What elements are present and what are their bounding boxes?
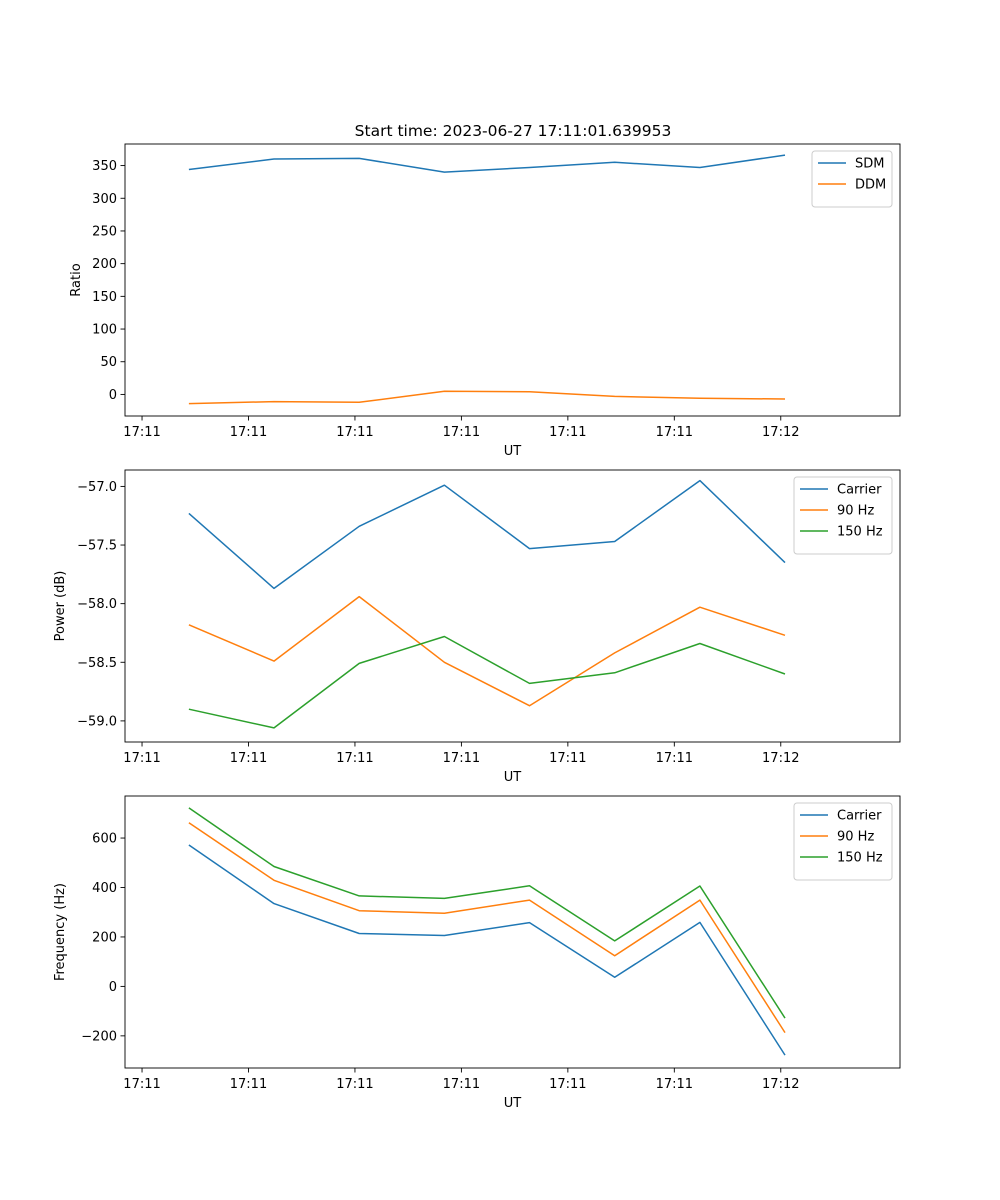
chart-panel-2: 17:11 17:11 17:11 17:11 17:11 17:11 17:12 −59.0…	[53, 469, 901, 785]
y-tick-label: 0	[109, 980, 117, 995]
axes-frame	[124, 143, 901, 417]
series-line-150-hz	[188, 807, 786, 1019]
x-tick-label: 17:11	[656, 751, 693, 766]
y-tick-label: 0	[109, 388, 117, 403]
x-tick-label: 17:11	[123, 751, 160, 766]
series-line-150-hz	[188, 635, 786, 729]
legend-label: Carrier	[837, 809, 882, 824]
legend-label: 150 Hz	[837, 525, 883, 540]
legend: Carrier 90 Hz 150 Hz	[793, 802, 893, 881]
x-tick-label: 17:11	[443, 1077, 480, 1092]
y-axis-label: Ratio	[69, 263, 84, 296]
legend-label: DDM	[855, 178, 886, 193]
y-tick-label: −57.0	[77, 480, 117, 495]
legend-label: 90 Hz	[837, 830, 874, 845]
y-tick-label: 50	[100, 355, 117, 370]
legend: SDM DDM	[811, 150, 893, 208]
series-line-sdm	[188, 154, 786, 173]
chart-panel-1: 17:11 17:11 17:11 17:11 17:11 17:11 17:12 0 50 10…	[69, 143, 901, 459]
x-tick-label: 17:11	[656, 1077, 693, 1092]
y-tick-label: 350	[92, 159, 117, 174]
y-tick-label: 400	[92, 881, 117, 896]
x-tick-label: 17:11	[443, 425, 480, 440]
x-axis-label: UT	[504, 444, 522, 459]
x-tick-label: 17:11	[336, 425, 373, 440]
x-tick-label: 17:11	[549, 425, 586, 440]
legend-label: 150 Hz	[837, 851, 883, 866]
series-line-90-hz	[188, 595, 786, 707]
legend: Carrier 90 Hz 150 Hz	[793, 476, 893, 555]
x-tick-label: 17:11	[230, 751, 267, 766]
y-tick-label: −58.5	[77, 656, 117, 671]
x-tick-label: 17:12	[762, 1077, 799, 1092]
y-tick-label: −59.0	[77, 714, 117, 729]
x-tick-label: 17:11	[123, 425, 160, 440]
y-tick-label: 300	[92, 192, 117, 207]
chart-panel-3: 17:11 17:11 17:11 17:11 17:11 17:11 17:12 −200 0…	[53, 795, 901, 1111]
axes-frame	[124, 469, 901, 743]
panels: 17:11 17:11 17:11 17:11 17:11 17:11 17:12 0 50 10…	[53, 143, 901, 1111]
y-tick-label: 100	[92, 323, 117, 338]
x-tick-label: 17:11	[656, 425, 693, 440]
y-tick-label: 200	[92, 257, 117, 272]
y-tick-label: −200	[81, 1029, 117, 1044]
x-tick-label: 17:11	[549, 1077, 586, 1092]
series-line-ddm	[188, 390, 786, 405]
y-tick-label: 200	[92, 930, 117, 945]
x-tick-label: 17:11	[549, 751, 586, 766]
x-tick-label: 17:11	[230, 1077, 267, 1092]
x-tick-label: 17:11	[123, 1077, 160, 1092]
legend-label: Carrier	[837, 483, 882, 498]
x-axis-label: UT	[504, 1096, 522, 1111]
x-tick-label: 17:12	[762, 751, 799, 766]
y-tick-label: 600	[92, 832, 117, 847]
x-tick-label: 17:12	[762, 425, 799, 440]
y-tick-label: −58.0	[77, 597, 117, 612]
y-tick-label: 150	[92, 290, 117, 305]
x-tick-label: 17:11	[230, 425, 267, 440]
legend-label: 90 Hz	[837, 504, 874, 519]
x-tick-label: 17:11	[336, 751, 373, 766]
series-line-90-hz	[188, 822, 786, 1034]
legend-box	[811, 150, 893, 208]
series-line-carrier	[188, 479, 786, 590]
legend-box	[793, 802, 893, 881]
y-tick-label: 250	[92, 224, 117, 239]
x-tick-label: 17:11	[336, 1077, 373, 1092]
y-axis-label: Power (dB)	[53, 571, 68, 642]
y-tick-label: −57.5	[77, 539, 117, 554]
figure-title: Start time: 2023-06-27 17:11:01.639953	[355, 122, 672, 140]
legend-box	[793, 476, 893, 555]
x-tick-label: 17:11	[443, 751, 480, 766]
y-axis-label: Frequency (Hz)	[53, 883, 68, 981]
x-axis-label: UT	[504, 770, 522, 785]
legend-label: SDM	[855, 157, 884, 172]
axes-frame	[124, 795, 901, 1069]
series-line-carrier	[188, 844, 786, 1056]
